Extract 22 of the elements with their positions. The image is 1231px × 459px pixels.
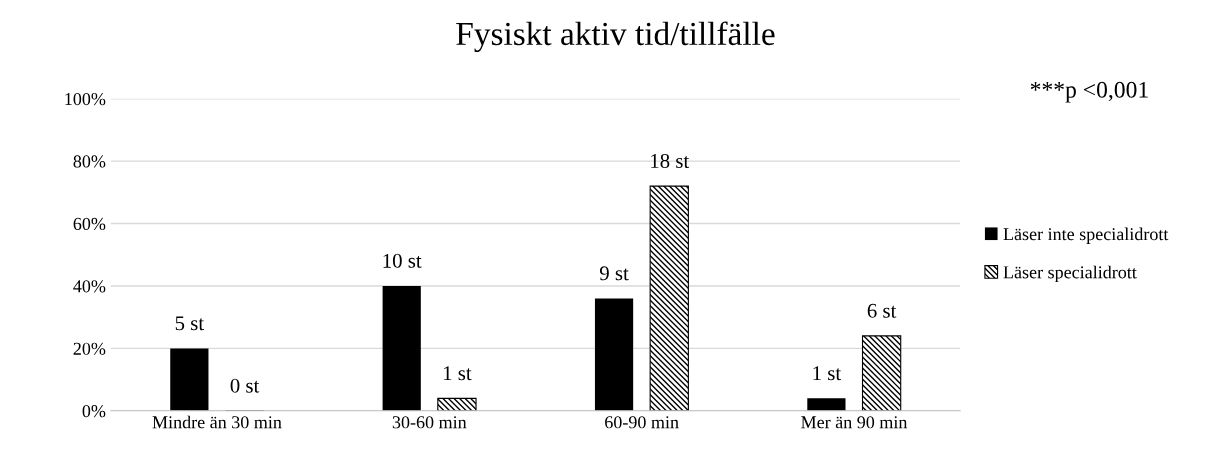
y-tick-label: 100% xyxy=(65,92,106,106)
annotation: 5 st xyxy=(175,316,204,331)
y-tick-label: 20% xyxy=(73,342,106,355)
legend-label: Läser specialidrott xyxy=(1003,265,1137,283)
chart-title: Fysiskt aktiv tid/tillfälle xyxy=(456,21,775,53)
x-tick-label: 60-90 min xyxy=(605,416,679,429)
legend-label: Läser inte specialidrott xyxy=(1003,227,1169,244)
y-tick-label: 60% xyxy=(73,217,106,231)
annotation: 1 st xyxy=(813,366,842,381)
text: ***p <0,001 xyxy=(1030,81,1148,103)
annotation: 6 st xyxy=(867,303,897,318)
annotation: 9 st xyxy=(599,266,629,281)
x-tick-label: Mindre än 30 min xyxy=(152,415,282,429)
y-tick-label: 80% xyxy=(73,155,106,168)
x-tick-label: 30-60 min xyxy=(392,416,467,429)
annotation: 18 st xyxy=(651,153,690,168)
x-tick-label: Mer än 90 min xyxy=(801,416,908,429)
y-tick-label: 40% xyxy=(73,280,106,293)
annotation: 10 st xyxy=(383,253,422,268)
annotation: 1 st xyxy=(443,366,472,381)
y-tick-label: 0% xyxy=(82,405,106,418)
annotation: 0 st xyxy=(230,378,260,393)
